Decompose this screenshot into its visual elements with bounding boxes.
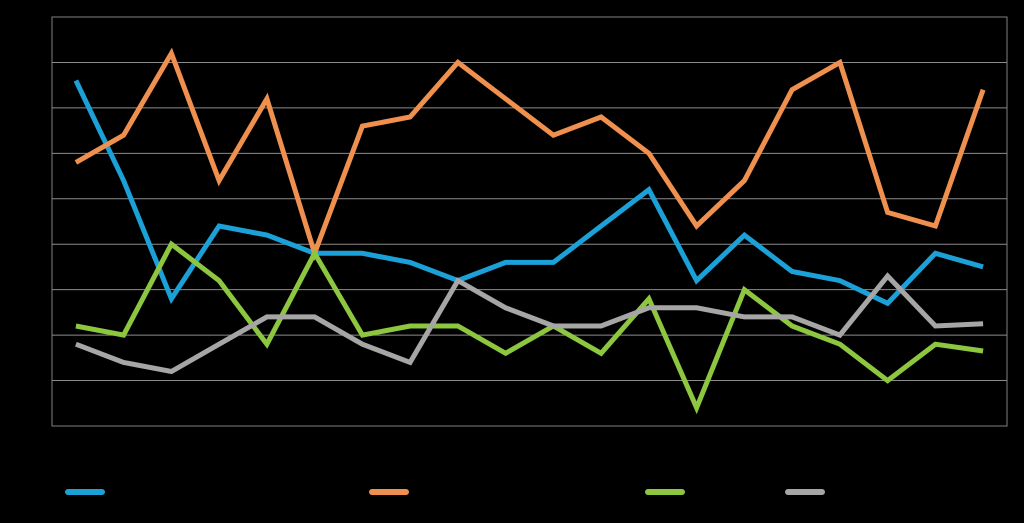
series-line-4 [75,272,984,375]
series-line-1 [73,79,984,307]
gridlines [52,61,1007,382]
series-line-2 [74,47,986,262]
series-line-3 [75,240,984,415]
plot-area [51,16,1008,427]
series-lines [73,47,986,415]
plot-border [51,16,1008,427]
